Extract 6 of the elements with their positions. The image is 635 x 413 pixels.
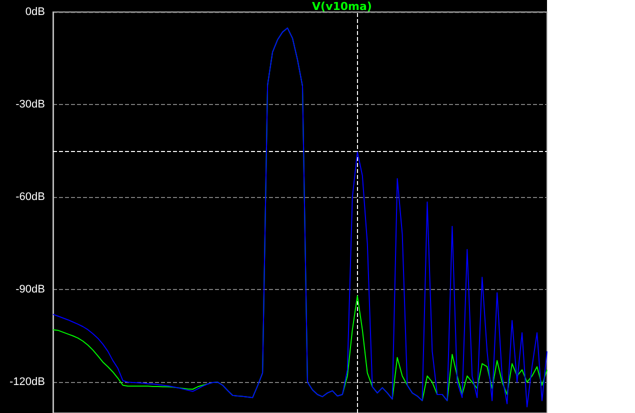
y-tick-label: -60dB	[16, 191, 45, 204]
y-tick-label: -30dB	[16, 98, 45, 111]
y-tick-label: 0dB	[25, 6, 45, 18]
y-tick-label: -120dB	[10, 376, 45, 388]
y-tick-label: -90dB	[16, 284, 45, 296]
chart-title: V(v10ma)	[312, 0, 372, 13]
